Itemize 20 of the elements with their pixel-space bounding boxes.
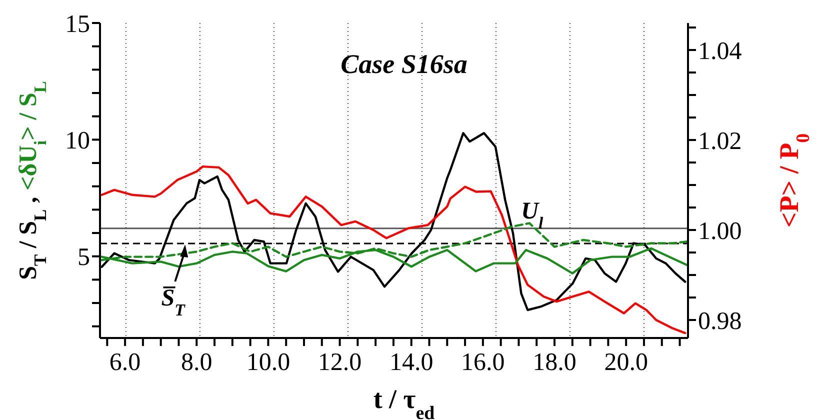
ref-line-label: U$_{l}$ [521, 198, 544, 232]
y2-tick-label: 0.98 [698, 308, 742, 335]
x-tick-label: 14.0 [389, 348, 434, 376]
x-axis-title: t / τ$_{ed}$ [373, 384, 436, 420]
x-tick-label: 8.0 [181, 348, 212, 376]
x-tick-label: 16.0 [461, 348, 505, 376]
y-tick-label: 10 [65, 128, 90, 155]
y-tick-label: 15 [65, 10, 90, 38]
annotation: S̅$_{T}$ [161, 286, 186, 319]
x-tick-label: 10.0 [246, 348, 290, 376]
y-tick-label: 5 [78, 244, 90, 272]
line-series [100, 165, 686, 334]
y2-tick-label: 1.02 [698, 128, 742, 155]
y2-tick-label: 1.04 [698, 38, 742, 65]
x-tick-label: 6.0 [109, 348, 141, 376]
x-tick-label: 20.0 [604, 348, 648, 376]
y2-tick-label: 1.00 [698, 218, 742, 245]
x-tick-label: 12.0 [318, 348, 362, 376]
x-tick-label: 18.0 [532, 348, 576, 376]
text: Case S16sa [340, 49, 468, 79]
